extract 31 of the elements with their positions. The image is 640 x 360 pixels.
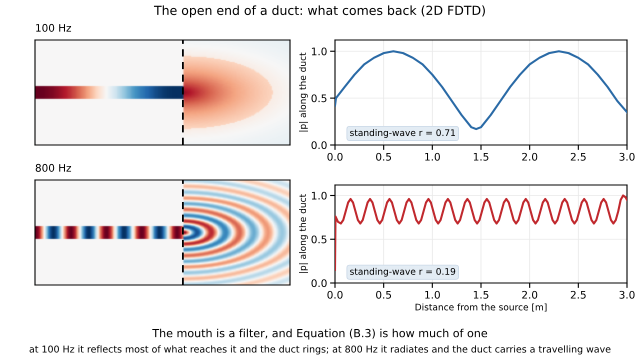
annotation: standing-wave r = 0.71 [350, 129, 456, 138]
x-tick-label: 2.0 [522, 290, 538, 299]
line-series [335, 50, 627, 130]
y-tick-label: 1.0 [312, 47, 327, 56]
x-tick-label: 3.0 [620, 290, 635, 299]
x-axis-title: Distance from the source [m] [416, 304, 547, 312]
x-tick-label: 3.0 [620, 152, 635, 161]
text: The mouth is a filter, and Equation (B.3) is how much of one [152, 328, 488, 340]
y-tick-label: 0.5 [311, 235, 326, 244]
annotation: standing-wave r = 0.19 [350, 268, 456, 277]
x-tick-label: 1.5 [474, 152, 488, 161]
text: at 100 Hz it reflects most of what reaches it and the duct rings; at 800 Hz it radiates and the duct carries a travelling wave [30, 345, 610, 354]
x-tick-label: 0.0 [327, 290, 343, 299]
x-tick-label: 2.5 [570, 290, 586, 299]
x-tick-label: 0.0 [327, 152, 343, 161]
x-tick-label: 1.0 [425, 290, 440, 299]
x-tick-label: 0.5 [376, 152, 392, 161]
text: The open end of a duct: what comes back (2D FDTD) [154, 5, 485, 18]
x-tick-label: 1.0 [425, 152, 440, 161]
y-tick-label: 0.0 [311, 279, 327, 288]
y-tick-label: 0.5 [311, 94, 326, 102]
x-tick-label: 0.5 [376, 290, 392, 299]
y-axis-title: |p| along the duct [298, 194, 308, 273]
y-axis-title: |p| along the duct [298, 52, 308, 132]
y-tick-label: 0.0 [311, 141, 327, 150]
x-tick-label: 2.5 [570, 152, 586, 161]
x-tick-label: 2.0 [522, 152, 538, 161]
y-tick-label: 1.0 [312, 192, 327, 200]
text: 100 Hz [36, 24, 72, 32]
x-tick-label: 1.5 [474, 290, 488, 299]
text: 800 Hz [36, 164, 72, 172]
